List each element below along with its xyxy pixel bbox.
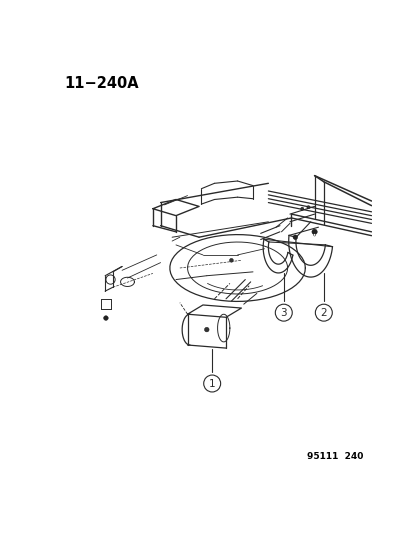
Text: 3: 3 [280, 308, 286, 318]
Circle shape [313, 234, 315, 236]
Circle shape [300, 207, 303, 210]
Circle shape [315, 304, 332, 321]
Text: 2: 2 [320, 308, 326, 318]
Circle shape [306, 206, 309, 209]
Circle shape [292, 235, 297, 239]
Circle shape [275, 304, 292, 321]
Circle shape [311, 229, 316, 235]
Text: 11−240A: 11−240A [64, 76, 139, 91]
Text: 1: 1 [208, 378, 215, 389]
Circle shape [203, 375, 220, 392]
Circle shape [229, 259, 233, 262]
Circle shape [204, 327, 209, 332]
Circle shape [103, 316, 108, 320]
Text: 95111  240: 95111 240 [306, 451, 362, 461]
